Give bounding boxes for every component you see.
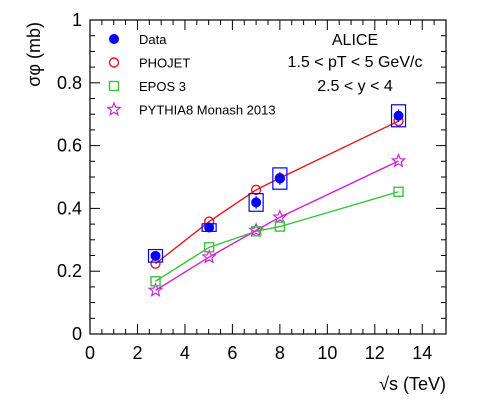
data-point <box>147 282 164 297</box>
legend: Data PHOJET EPOS 3 PYTHIA8 Monash 2013 <box>106 32 276 118</box>
data-point <box>272 209 288 224</box>
x-tick-label: 10 <box>317 343 337 363</box>
annotation-pt-range: 1.5 < pT < 5 GeV/c <box>288 54 423 71</box>
legend-label: PYTHIA8 Monash 2013 <box>139 103 276 118</box>
systematic-box <box>147 248 164 263</box>
legend-label: Data <box>139 32 167 47</box>
systematic-box <box>390 104 407 128</box>
y-tick-label: 1 <box>72 10 82 30</box>
x-tick-label: 12 <box>365 343 385 363</box>
legend-label: PHOJET <box>139 56 190 71</box>
x-tick-label: 8 <box>275 343 285 363</box>
legend-marker <box>108 57 120 68</box>
series-line <box>155 120 399 265</box>
legend-marker <box>106 101 122 117</box>
data-point <box>393 186 404 197</box>
y-tick-label: 0.2 <box>57 261 82 281</box>
data-point <box>204 222 215 233</box>
data-point <box>390 152 407 168</box>
plot-frame <box>89 19 447 335</box>
data-point <box>274 173 285 184</box>
systematic-box <box>272 167 288 190</box>
tick-labels: 0 2 4 6 8 10 12 14 0 0.2 0.4 0.6 0.8 1 <box>57 10 432 363</box>
data-point <box>250 184 262 196</box>
model-lines <box>155 120 399 291</box>
x-axis-label: √s (TeV) <box>379 374 446 394</box>
y-tick-label: 0.6 <box>57 136 82 156</box>
data-point <box>150 250 161 261</box>
data-point <box>201 248 217 264</box>
x-tick-label: 6 <box>227 343 237 363</box>
annotation-experiment: ALICE <box>332 32 378 49</box>
data-point <box>274 221 286 232</box>
data-point <box>393 110 404 121</box>
data-point <box>251 197 262 208</box>
series-line <box>155 160 399 291</box>
systematic-box <box>248 193 264 212</box>
data-marks <box>147 104 407 297</box>
x-tick-label: 0 <box>85 343 95 363</box>
data-point <box>250 226 262 237</box>
x-tick-label: 14 <box>412 343 432 363</box>
data-point <box>150 276 161 287</box>
x-tick-label: 2 <box>132 343 142 363</box>
y-axis-label: σφ (mb) <box>24 22 44 87</box>
y-tick-label: 0.4 <box>57 198 82 218</box>
y-tick-label: 0.8 <box>57 73 82 93</box>
legend-marker <box>108 80 120 92</box>
data-point <box>203 242 215 253</box>
annotation-y-range: 2.5 < y < 4 <box>317 78 393 95</box>
legend-label: EPOS 3 <box>139 79 186 94</box>
x-tick-label: 4 <box>180 343 190 363</box>
y-tick-label: 0 <box>72 324 82 344</box>
series-line <box>155 191 399 282</box>
legend-marker <box>109 34 119 44</box>
